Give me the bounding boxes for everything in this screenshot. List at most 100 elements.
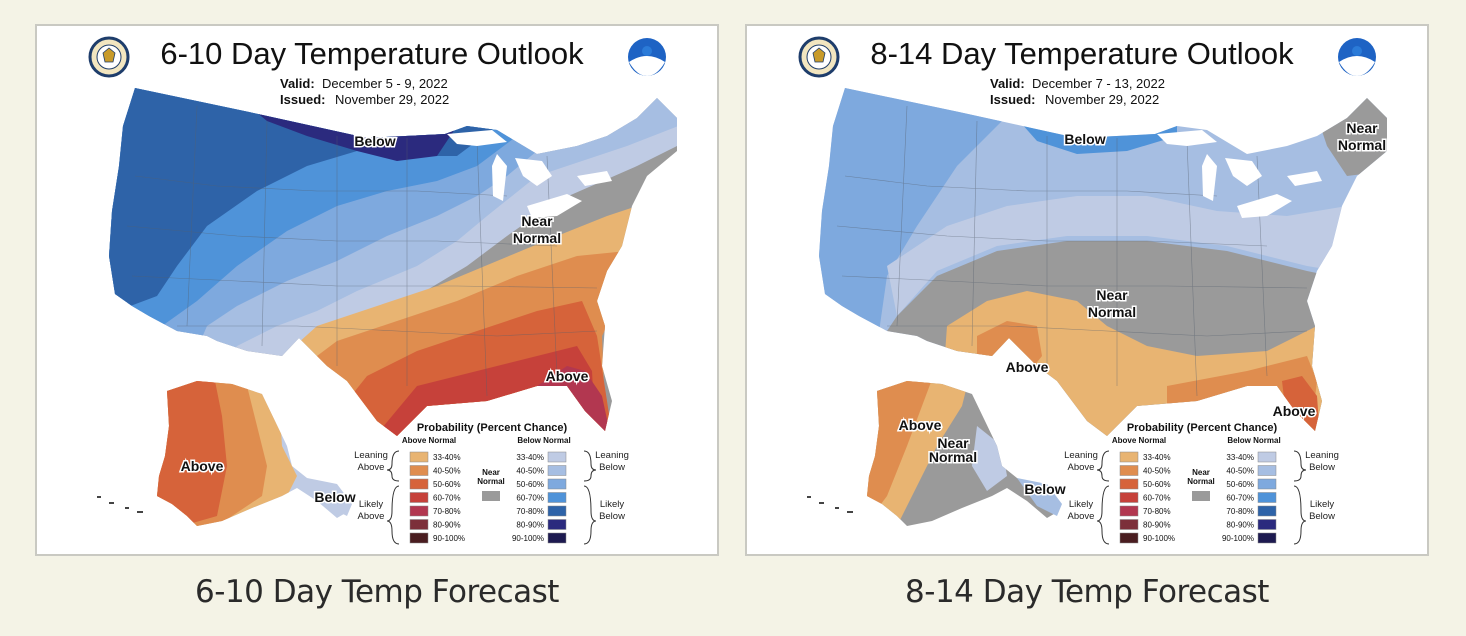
legend-above-header: Above Normal bbox=[1112, 436, 1166, 445]
legend-likely-below-2: Below bbox=[599, 511, 625, 522]
legend-near-1: Near bbox=[1192, 468, 1210, 477]
caption-6-10: 6-10 Day Temp Forecast bbox=[195, 574, 559, 610]
legend-range-below-0: 33-40% bbox=[1226, 453, 1254, 462]
label-near-normal-ne-line2: Normal bbox=[1338, 137, 1386, 153]
map-8-14: 8-14 Day Temperature Outlook Valid: Dece… bbox=[798, 36, 1388, 545]
legend-range-above-5: 80-90% bbox=[433, 521, 461, 530]
legend-swatch-below-6 bbox=[1257, 532, 1277, 544]
legend-swatch-below-6 bbox=[547, 532, 567, 544]
legend-range-below-4: 70-80% bbox=[1226, 507, 1254, 516]
legend-range-above-4: 70-80% bbox=[433, 507, 461, 516]
label-alaska-above: Above bbox=[181, 458, 224, 474]
legend-range-below-1: 40-50% bbox=[1226, 467, 1254, 476]
aleutian-islands bbox=[807, 496, 853, 513]
legend-range-below-1: 40-50% bbox=[516, 467, 544, 476]
legend-swatch-above-5 bbox=[1119, 519, 1139, 530]
label-above: Above bbox=[546, 368, 589, 384]
noaa-logo-icon bbox=[1338, 38, 1376, 76]
label-below: Below bbox=[354, 133, 395, 149]
label-alaska-above: Above bbox=[899, 417, 942, 433]
label-near-normal-mid-line1: Near bbox=[1096, 287, 1128, 303]
label-alaska-near-line1: Near bbox=[937, 435, 969, 451]
legend-swatch-below-4 bbox=[547, 505, 567, 517]
legend-range-above-0: 33-40% bbox=[1143, 453, 1171, 462]
legend-swatch-above-0 bbox=[409, 451, 429, 463]
legend-range-above-0: 33-40% bbox=[433, 453, 461, 462]
probability-legend: Probability (Percent Chance) Above Norma… bbox=[1064, 422, 1339, 545]
caption-8-14: 8-14 Day Temp Forecast bbox=[905, 574, 1269, 610]
doc-seal-icon bbox=[88, 36, 130, 78]
legend-swatch-below-1 bbox=[1257, 465, 1277, 476]
legend-near-2: Normal bbox=[1187, 477, 1215, 486]
legend-title: Probability (Percent Chance) bbox=[1127, 422, 1278, 434]
legend-swatch-above-6 bbox=[1119, 532, 1139, 544]
legend-near-swatch bbox=[1192, 491, 1210, 501]
label-alaska-below: Below bbox=[1024, 481, 1065, 497]
legend-likely-above-1: Likely bbox=[1069, 499, 1094, 510]
legend-range-below-5: 80-90% bbox=[1226, 521, 1254, 530]
legend-leaning-below-2: Below bbox=[599, 462, 625, 473]
issued-value: November 29, 2022 bbox=[335, 92, 449, 107]
valid-label: Valid: bbox=[280, 76, 315, 91]
legend-range-below-0: 33-40% bbox=[516, 453, 544, 462]
legend-swatch-above-1 bbox=[409, 465, 429, 476]
valid-label: Valid: bbox=[990, 76, 1025, 91]
legend-likely-above-1: Likely bbox=[359, 499, 384, 510]
legend-range-below-6: 90-100% bbox=[1222, 534, 1254, 543]
legend-range-below-2: 50-60% bbox=[1226, 480, 1254, 489]
legend-swatch-above-3 bbox=[1119, 492, 1139, 503]
legend-swatch-above-5 bbox=[409, 519, 429, 530]
outlook-map-8-14: 8-14 Day Temperature Outlook Valid: Dece… bbox=[745, 24, 1429, 556]
legend-range-below-5: 80-90% bbox=[516, 521, 544, 530]
legend-leaning-above-1: Leaning bbox=[354, 450, 388, 461]
legend-swatch-below-2 bbox=[1257, 478, 1277, 490]
label-near-normal-line1: Near bbox=[521, 213, 553, 229]
legend-range-above-6: 90-100% bbox=[433, 534, 465, 543]
legend-range-below-6: 90-100% bbox=[512, 534, 544, 543]
legend-leaning-above-1: Leaning bbox=[1064, 450, 1098, 461]
legend-range-below-2: 50-60% bbox=[516, 480, 544, 489]
legend-range-below-4: 70-80% bbox=[516, 507, 544, 516]
legend-range-above-6: 90-100% bbox=[1143, 534, 1175, 543]
aleutian-islands bbox=[97, 496, 143, 513]
label-near-normal-ne-line1: Near bbox=[1346, 120, 1378, 136]
legend-likely-below-2: Below bbox=[1309, 511, 1335, 522]
doc-seal-icon bbox=[798, 36, 840, 78]
outlook-map-6-10: 6-10 Day Temperature Outlook Valid: Dece… bbox=[35, 24, 719, 556]
legend-range-above-1: 40-50% bbox=[433, 467, 461, 476]
legend-swatch-below-3 bbox=[1257, 492, 1277, 503]
label-alaska-below: Below bbox=[314, 489, 355, 505]
label-above-florida: Above bbox=[1273, 403, 1316, 419]
legend-swatch-above-2 bbox=[1119, 478, 1139, 490]
legend-leaning-below-1: Leaning bbox=[595, 450, 629, 461]
legend-likely-above-2: Above bbox=[358, 511, 385, 522]
legend-swatch-above-3 bbox=[409, 492, 429, 503]
great-lakes bbox=[1157, 130, 1322, 218]
great-lakes bbox=[447, 130, 612, 218]
legend-title: Probability (Percent Chance) bbox=[417, 422, 568, 434]
legend-range-above-2: 50-60% bbox=[1143, 480, 1171, 489]
legend-below-header: Below Normal bbox=[1227, 436, 1280, 445]
issued-label: Issued: bbox=[990, 92, 1036, 107]
legend-likely-below-1: Likely bbox=[1310, 499, 1335, 510]
legend-leaning-below-2: Below bbox=[1309, 462, 1335, 473]
legend-range-above-5: 80-90% bbox=[1143, 521, 1171, 530]
legend-swatch-above-0 bbox=[1119, 451, 1139, 463]
legend-swatch-above-1 bbox=[1119, 465, 1139, 476]
map-title: 8-14 Day Temperature Outlook bbox=[870, 36, 1294, 71]
legend-leaning-above-2: Above bbox=[358, 462, 385, 473]
label-above-texas: Above bbox=[1006, 359, 1049, 375]
label-below: Below bbox=[1064, 131, 1105, 147]
legend-swatch-below-5 bbox=[547, 519, 567, 530]
legend-swatch-below-5 bbox=[1257, 519, 1277, 530]
legend-leaning-above-2: Above bbox=[1068, 462, 1095, 473]
legend-swatch-above-2 bbox=[409, 478, 429, 490]
map-title: 6-10 Day Temperature Outlook bbox=[160, 36, 584, 71]
alaska-panhandle bbox=[307, 478, 352, 516]
map-6-10: 6-10 Day Temperature Outlook Valid: Dece… bbox=[88, 36, 677, 545]
legend-swatch-above-6 bbox=[409, 532, 429, 544]
legend-likely-below-1: Likely bbox=[600, 499, 625, 510]
legend-range-above-1: 40-50% bbox=[1143, 467, 1171, 476]
legend-swatch-below-3 bbox=[547, 492, 567, 503]
issued-value: November 29, 2022 bbox=[1045, 92, 1159, 107]
